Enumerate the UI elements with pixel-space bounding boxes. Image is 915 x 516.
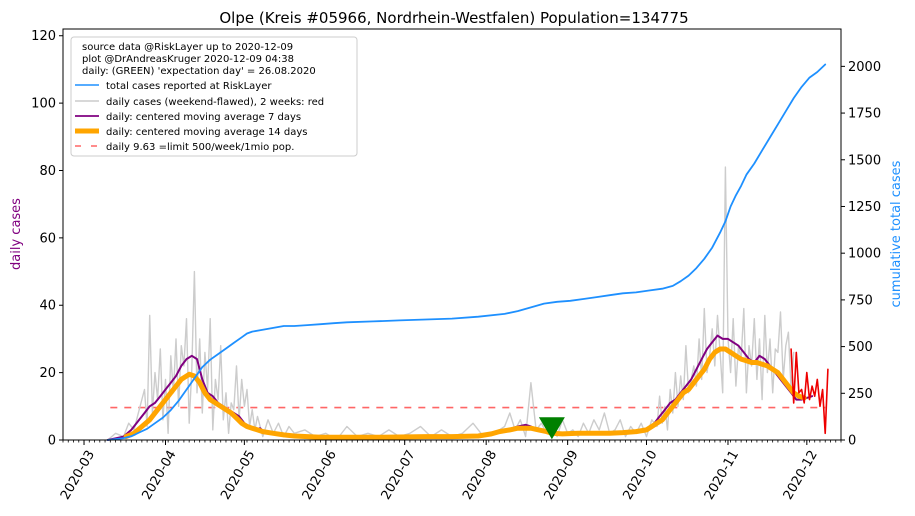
y-left-tick-label: 60 <box>39 231 56 246</box>
x-tick-label: 2020-09 <box>542 448 582 503</box>
y-right-tick-label: 1500 <box>848 153 881 168</box>
series-line-ma14 <box>123 346 807 440</box>
y-axis-left-label: daily cases <box>9 198 24 270</box>
legend-label-total: total cases reported at RiskLayer <box>106 81 272 92</box>
y-right-tick-label: 500 <box>848 340 873 355</box>
y-right-tick-label: 1250 <box>848 200 881 215</box>
y-right-tick-label: 1750 <box>848 107 881 122</box>
expectation-day-marker <box>538 417 565 440</box>
y-left-tick-label: 40 <box>39 299 56 314</box>
y-left-tick-label: 100 <box>31 97 56 112</box>
y-right-tick-label: 750 <box>848 293 873 308</box>
legend-box <box>70 36 358 157</box>
x-tick-label: 2020-11 <box>702 448 742 503</box>
legend-label-daily: daily cases (weekend-flawed), 2 weeks: r… <box>106 97 324 108</box>
y-left-tick-label: 20 <box>39 366 56 381</box>
legend-header-line-1: source data @RiskLayer up to 2020-12-09 <box>82 42 293 53</box>
series-line-daily-cases-last-2-weeks <box>790 348 829 435</box>
x-tick-label: 2020-05 <box>218 448 258 503</box>
x-tick-label: 2020-04 <box>139 448 179 503</box>
legend-label-limit: daily 9.63 =limit 500/week/1mio pop. <box>106 142 294 153</box>
series-line-total-cases <box>106 63 827 441</box>
y-left-tick-label: 80 <box>39 164 56 179</box>
x-tick-label: 2020-03 <box>58 448 98 503</box>
legend-header-line-2: plot @DrAndreasKruger 2020-12-09 04:38 <box>82 54 294 65</box>
y-right-tick-label: 0 <box>848 434 856 449</box>
x-tick-label: 2020-06 <box>300 448 340 503</box>
chart-title: Olpe (Kreis #05966, Nordrhein-Westfalen)… <box>219 9 688 27</box>
x-tick-label: 2020-10 <box>620 448 660 503</box>
plot-series <box>106 63 829 441</box>
y-left-tick-label: 120 <box>31 29 56 44</box>
x-tick-label: 2020-07 <box>379 448 419 503</box>
y-right-tick-label: 2000 <box>848 60 881 75</box>
legend-header-line-3: daily: (GREEN) 'expectation day' = 26.08… <box>82 66 316 77</box>
x-tick-label: 2020-12 <box>781 448 821 503</box>
y-right-tick-label: 1000 <box>848 247 881 262</box>
legend-label-ma14: daily: centered moving average 14 days <box>106 127 307 138</box>
legend-label-ma7: daily: centered moving average 7 days <box>106 112 301 123</box>
y-right-tick-label: 250 <box>848 387 873 402</box>
y-axis-right-label: cumulative total cases <box>889 160 904 307</box>
y-left-tick-label: 0 <box>48 434 56 449</box>
x-tick-label: 2020-08 <box>460 448 500 503</box>
legend: source data @RiskLayer up to 2020-12-09 … <box>70 36 358 157</box>
